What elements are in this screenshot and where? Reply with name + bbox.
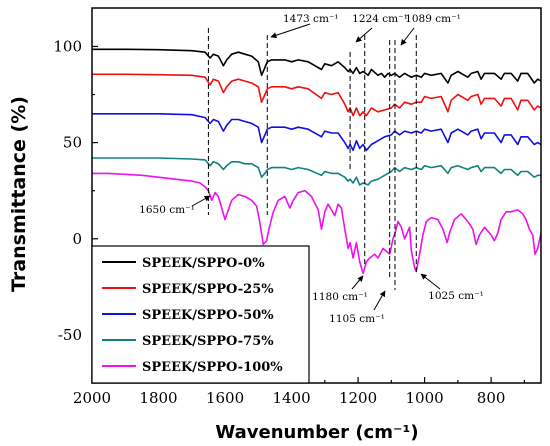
legend-label-4: SPEEK/SPPO-75% [142, 334, 274, 349]
plot-area [92, 48, 541, 275]
annotation-arrow-1105 [373, 290, 386, 311]
series-line-3 [92, 113, 541, 152]
legend-label-1: SPEEK/SPPO-0% [142, 256, 265, 271]
x-tick-label: 800 [477, 389, 506, 407]
y-axis-label: Transmittance (%) [8, 96, 30, 292]
y-tick-label: 100 [53, 37, 82, 55]
series-line-1 [92, 48, 541, 84]
x-tick-label: 1400 [272, 389, 310, 407]
annotation-arrow-1473 [270, 23, 311, 39]
annotation-label-1089: 1089 cm⁻¹ [405, 13, 461, 25]
annotation-arrow-1224 [355, 27, 373, 43]
x-tick-label: 2000 [73, 389, 111, 407]
axes: 2000 1800 1600 1400 1200 1000 800 100 50 0 -50 [53, 7, 542, 407]
annotation-label-1105: 1105 cm⁻¹ [329, 313, 385, 325]
annotation-arrow-1089 [400, 27, 415, 46]
x-tick-label: 1600 [206, 389, 244, 407]
annotation-label-1473: 1473 cm⁻¹ [283, 13, 339, 25]
legend-label-3: SPEEK/SPPO-50% [142, 308, 274, 323]
legend-label-2: SPEEK/SPPO-25% [142, 282, 274, 297]
y-tick-label: -50 [58, 326, 82, 344]
y-tick-label: 0 [72, 230, 82, 248]
annotation-label-1025: 1025 cm⁻¹ [428, 290, 484, 302]
annotation-arrow-1650 [191, 195, 211, 207]
x-axis-label: Wavenumber (cm⁻¹) [215, 422, 418, 443]
annotation-arrow-1025 [420, 273, 441, 290]
y-tick-label: 50 [63, 134, 82, 152]
series-line-4 [92, 157, 541, 186]
legend: SPEEK/SPPO-0% SPEEK/SPPO-25% SPEEK/SPPO-50… [91, 245, 310, 384]
x-tick-label: 1200 [339, 389, 377, 407]
annotation-label-1650: 1650 cm⁻¹ [139, 204, 195, 216]
x-tick-label: 1800 [139, 389, 177, 407]
legend-label-5: SPEEK/SPPO-100% [142, 360, 283, 375]
series-line-5 [92, 172, 541, 275]
series-line-2 [92, 73, 541, 117]
plot-frame [91, 7, 542, 384]
annotation-label-1224: 1224 cm⁻¹ [352, 13, 408, 25]
annotation-arrow-1180 [351, 275, 364, 290]
x-tick-label: 1000 [405, 389, 443, 407]
annotation-label-1180: 1180 cm⁻¹ [312, 291, 368, 303]
